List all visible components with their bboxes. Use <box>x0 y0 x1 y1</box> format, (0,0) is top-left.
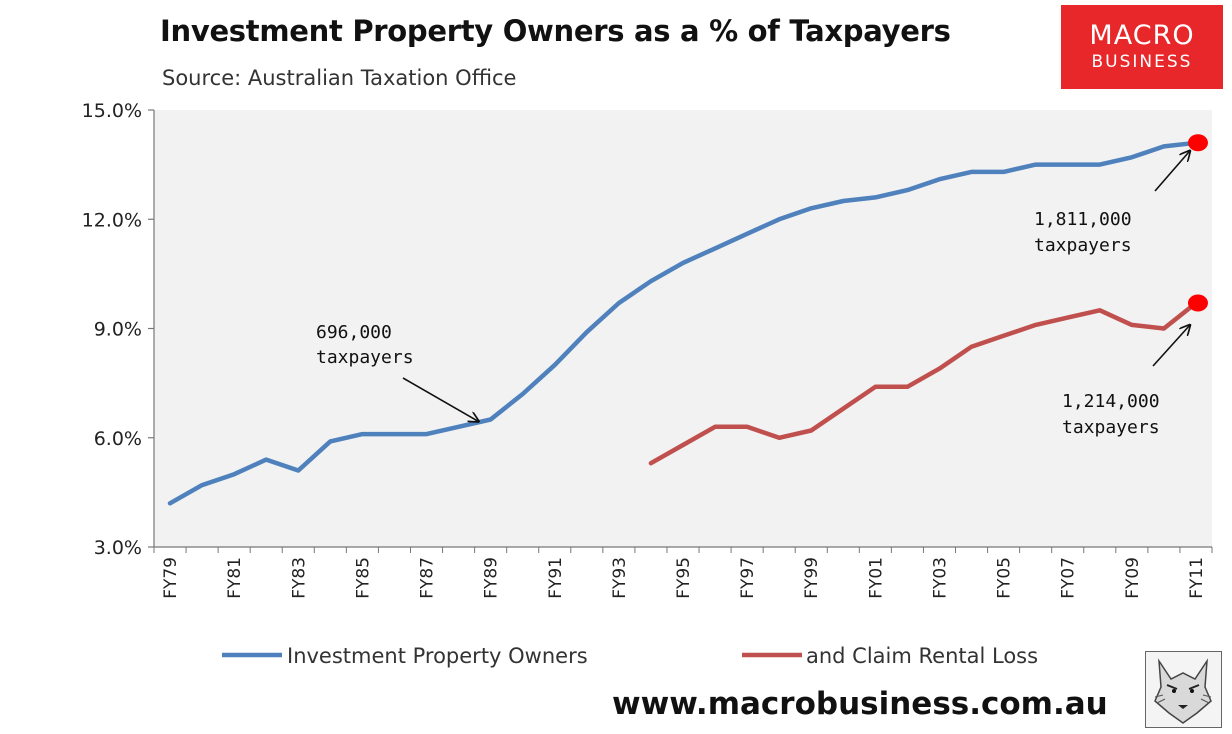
annotation-label: 1,214,000 <box>1062 391 1160 412</box>
legend-label: and Claim Rental Loss <box>806 644 1038 668</box>
x-tick-label: FY91 <box>546 557 566 599</box>
annotation-label: 1,811,000 <box>1034 209 1132 230</box>
chart-subtitle: Source: Australian Taxation Office <box>162 66 517 90</box>
wolf-icon <box>1145 651 1222 728</box>
x-tick-label: FY97 <box>738 557 758 599</box>
x-tick-label: FY81 <box>225 557 245 599</box>
series-line-0 <box>167 140 1199 506</box>
x-tick-label: FY85 <box>353 557 373 599</box>
annotation-label: 696,000 <box>316 322 392 343</box>
x-tick-label: FY93 <box>610 557 630 599</box>
x-tick-label: FY01 <box>866 557 886 599</box>
x-tick-label: FY79 <box>161 557 181 599</box>
x-tick-label: FY05 <box>995 557 1015 599</box>
x-tick-label: FY11 <box>1187 557 1207 599</box>
axes: 3.0% 6.0% 9.0% 12.0% 15.0% FY79 FY81 FY83 FY85 FY… <box>82 100 1213 599</box>
annotation-layer: 696,000 taxpayers 1,811,000 taxpayers 1,214,… <box>316 134 1208 438</box>
annotation-label: taxpayers <box>316 347 414 368</box>
x-tick-label: FY99 <box>802 557 822 599</box>
x-tick-label: FY87 <box>418 557 438 599</box>
macrobusiness-logo: MACRO BUSINESS <box>1061 5 1223 89</box>
logo-line-2: BUSINESS <box>1091 52 1193 72</box>
y-tick-label: 3.0% <box>94 537 142 559</box>
legend-label: Investment Property Owners <box>287 644 588 668</box>
logo-line-1: MACRO <box>1089 20 1195 51</box>
legend: Investment Property Owners and Claim Rent… <box>222 644 1038 668</box>
annotation-label: taxpayers <box>1062 417 1160 438</box>
series-line-1 <box>648 300 1199 466</box>
annotation-arrow <box>402 377 479 422</box>
chart-title: Investment Property Owners as a % of Tax… <box>160 14 951 48</box>
series-layer <box>167 140 1199 506</box>
y-tick-label: 9.0% <box>94 319 142 341</box>
x-tick-label: FY09 <box>1123 557 1143 599</box>
annotation-arrow <box>1152 325 1190 367</box>
x-tick-label: FY03 <box>930 557 950 599</box>
plot-area <box>154 110 1212 547</box>
highlight-dot <box>1187 134 1208 152</box>
y-tick-label: 12.0% <box>82 209 142 231</box>
x-tick-label: FY89 <box>482 557 502 599</box>
highlight-dot <box>1187 294 1208 312</box>
y-tick-label: 6.0% <box>94 428 142 450</box>
annotation-arrow <box>1154 151 1190 192</box>
y-tick-label: 15.0% <box>82 100 142 122</box>
x-tick-label: FY83 <box>289 557 309 599</box>
x-tick-label: FY95 <box>674 557 694 599</box>
annotation-label: taxpayers <box>1034 235 1132 256</box>
x-tick-label: FY07 <box>1059 557 1079 599</box>
website-url: www.macrobusiness.com.au <box>612 686 1108 722</box>
